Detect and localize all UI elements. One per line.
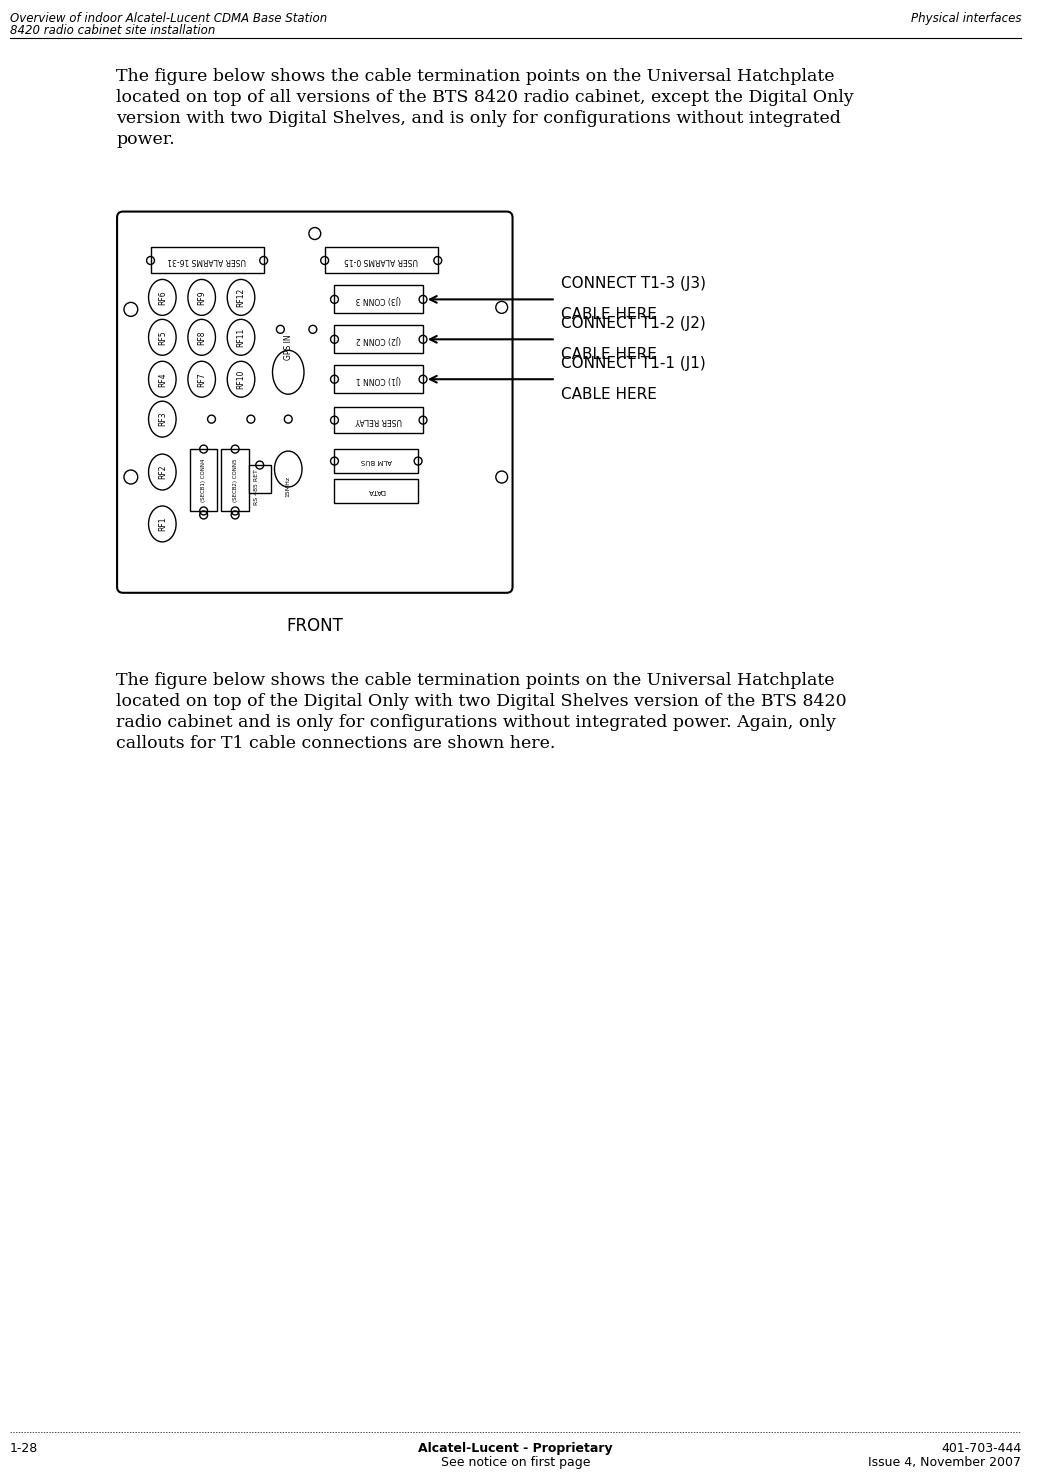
Text: FRONT: FRONT (286, 617, 344, 634)
Text: ALM BUS: ALM BUS (361, 458, 392, 464)
Text: RF6: RF6 (158, 290, 167, 305)
Bar (334, 478, 418, 503)
Text: The figure below shows the cable termination points on the Universal Hatchplate: The figure below shows the cable termina… (116, 671, 834, 689)
Ellipse shape (272, 350, 304, 394)
Ellipse shape (227, 280, 255, 315)
FancyBboxPatch shape (117, 212, 512, 593)
Text: RF4: RF4 (158, 372, 167, 387)
Text: radio cabinet and is only for configurations without integrated power. Again, on: radio cabinet and is only for configurat… (116, 714, 836, 730)
Bar (334, 286, 423, 314)
Text: DATA: DATA (368, 489, 386, 495)
Ellipse shape (149, 453, 176, 490)
Text: Issue 4, November 2007: Issue 4, November 2007 (868, 1456, 1021, 1469)
Text: GPS IN: GPS IN (284, 334, 292, 361)
Text: RF9: RF9 (197, 290, 206, 305)
Text: callouts for T1 cable connections are shown here.: callouts for T1 cable connections are sh… (116, 735, 555, 752)
Text: 15MHz: 15MHz (286, 475, 290, 496)
Ellipse shape (188, 361, 216, 397)
Text: CONNECT T1-1 (J1): CONNECT T1-1 (J1) (561, 356, 705, 371)
Text: Alcatel-Lucent - Proprietary: Alcatel-Lucent - Proprietary (418, 1443, 613, 1454)
Ellipse shape (188, 280, 216, 315)
Ellipse shape (149, 506, 176, 542)
Text: Physical interfaces: Physical interfaces (911, 12, 1021, 25)
Ellipse shape (149, 319, 176, 355)
Bar (248, 465, 270, 493)
Text: USER ALARMS 16-31: USER ALARMS 16-31 (168, 256, 246, 265)
Ellipse shape (149, 402, 176, 437)
Text: RF2: RF2 (158, 465, 167, 480)
Bar (334, 408, 423, 433)
Ellipse shape (227, 361, 255, 397)
Text: CABLE HERE: CABLE HERE (561, 308, 657, 322)
Text: located on top of all versions of the BTS 8420 radio cabinet, except the Digital: located on top of all versions of the BT… (116, 88, 854, 106)
Ellipse shape (149, 280, 176, 315)
Ellipse shape (275, 450, 302, 487)
Bar (151, 247, 264, 274)
Text: 8420 radio cabinet site installation: 8420 radio cabinet site installation (9, 24, 215, 37)
Bar (325, 247, 438, 274)
Text: RF11: RF11 (237, 328, 245, 347)
Text: CABLE HERE: CABLE HERE (561, 387, 657, 402)
Text: 401-703-444: 401-703-444 (941, 1443, 1021, 1454)
Text: 1-28: 1-28 (9, 1443, 38, 1454)
Text: The figure below shows the cable termination points on the Universal Hatchplate: The figure below shows the cable termina… (116, 68, 834, 85)
Text: RF1: RF1 (158, 517, 167, 531)
Text: RF5: RF5 (158, 330, 167, 344)
Text: CONNECT T1-2 (J2): CONNECT T1-2 (J2) (561, 316, 705, 331)
Text: power.: power. (116, 131, 175, 147)
Text: (J2) CONN 2: (J2) CONN 2 (356, 334, 401, 344)
Text: version with two Digital Shelves, and is only for configurations without integra: version with two Digital Shelves, and is… (116, 110, 840, 127)
Text: CABLE HERE: CABLE HERE (561, 347, 657, 362)
Ellipse shape (188, 319, 216, 355)
Text: USER ALARMS 0-15: USER ALARMS 0-15 (344, 256, 418, 265)
Bar (334, 365, 423, 393)
Text: located on top of the Digital Only with two Digital Shelves version of the BTS 8: located on top of the Digital Only with … (116, 693, 847, 710)
Bar (334, 449, 418, 473)
Text: See notice on first page: See notice on first page (441, 1456, 590, 1469)
Bar (221, 449, 248, 511)
Text: Overview of indoor Alcatel-Lucent CDMA Base Station: Overview of indoor Alcatel-Lucent CDMA B… (9, 12, 327, 25)
Text: CONNECT T1-3 (J3): CONNECT T1-3 (J3) (561, 277, 705, 291)
Text: (J1) CONN 1: (J1) CONN 1 (356, 375, 401, 384)
Text: (SECB2) CONN5: (SECB2) CONN5 (233, 458, 238, 502)
Text: USER RELAY: USER RELAY (355, 415, 402, 424)
Text: (SECB1) CONN4: (SECB1) CONN4 (201, 458, 206, 502)
Text: RF3: RF3 (158, 412, 167, 427)
Text: RF8: RF8 (197, 330, 206, 344)
Text: RF7: RF7 (197, 372, 206, 387)
Text: RF10: RF10 (237, 369, 245, 389)
Text: RF12: RF12 (237, 287, 245, 308)
Text: (J3) CONN 3: (J3) CONN 3 (356, 294, 401, 303)
Bar (334, 325, 423, 353)
Text: RS 485 RET: RS 485 RET (255, 470, 259, 505)
Ellipse shape (227, 319, 255, 355)
Bar (190, 449, 217, 511)
Ellipse shape (149, 361, 176, 397)
